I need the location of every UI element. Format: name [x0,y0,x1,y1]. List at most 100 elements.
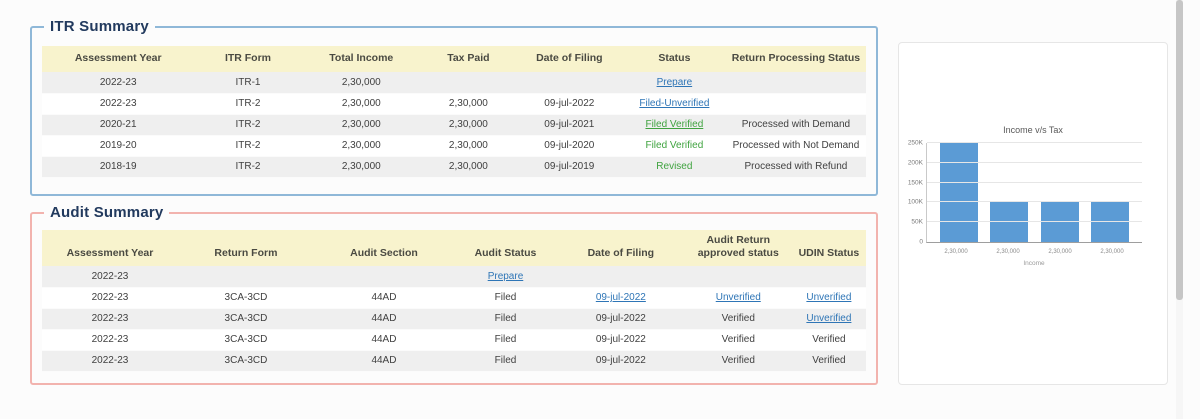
bar-chart-plot-area: 0 50K 100K 150K 200K 250K [908,140,1142,246]
x-axis-tick-label: 2,30,000 [944,249,968,255]
cell-text: 2022-23 [99,76,137,88]
header-row: Assessment Year ITR Form Total Income Tax P… [42,46,866,72]
cell-text: Filed [494,313,517,324]
cell-text: 44AD [371,292,397,303]
y-axis-tick-label: 150K [907,179,923,187]
cell-link[interactable]: Unverified [806,292,852,303]
x-axis-tick-labels: 2,30,000 2,30,000 2,30,000 2,30,000 [926,249,1142,255]
cell: 44AD [313,350,454,372]
scrollbar-track[interactable] [1176,0,1183,419]
cell-link[interactable]: Filed Verified [645,119,704,130]
cell: 09-jul-2022 [556,329,685,351]
income-vs-tax-chart-card: Income v/s Tax 0 50K 100K 150K 200K 250K 2,30… [898,42,1168,385]
cell-link[interactable]: Unverified [806,313,852,324]
cell: Filed-Unverified [622,93,726,115]
cell-text: 2022-23 [91,355,129,366]
scrollbar-thumb[interactable] [1176,0,1183,300]
cell-link[interactable]: Filed-Unverified [639,98,710,109]
cell: Processed with Not Demand [725,135,866,157]
cell [684,266,792,288]
cell-link[interactable]: Unverified [715,292,761,303]
column-header: UDIN Status [791,230,866,266]
cell-text: 2020-21 [99,119,137,130]
cell: 2022-23 [42,350,178,372]
cell-text: ITR-2 [235,98,261,109]
cell: Filed Verified [622,135,726,157]
cell: 44AD [313,308,454,330]
audit-summary-table: Assessment Year Return Form Audit Section A… [42,230,866,372]
cell [515,72,623,94]
cell: 3CA-3CD [177,329,314,351]
gridline [927,201,1142,203]
column-header: Tax Paid [421,46,516,72]
cell: Filed [453,287,557,309]
cell: 2019-20 [42,135,195,157]
cell-text: 3CA-3CD [224,292,268,303]
bar-series [927,143,1142,242]
cell-text: 2,30,000 [341,76,381,88]
cell [556,266,685,288]
cell: 3CA-3CD [177,287,314,309]
cell: 2,30,000 [301,72,422,94]
cell: 09-jul-2019 [515,156,623,178]
cell: 09-jul-2021 [515,114,623,136]
cell-text: Filed [494,292,517,303]
audit-summary-title: Audit Summary [50,204,164,221]
cell: 44AD [313,287,454,309]
y-axis-tick-label: 50K [911,218,923,226]
column-header: Date of Filing [556,230,685,266]
cell: 2,30,000 [301,114,422,136]
gridline [927,142,1142,143]
cell: 2022-23 [42,93,195,115]
table-row: 2022-23 3CA-3CD 44AD Filed 09-jul-2022 Unveri… [42,287,866,309]
column-header: Total Income [301,46,422,72]
cell-text: 2,30,000 [341,140,381,151]
table-row: 2022-23 Prepare [42,266,866,288]
cell: Prepare [622,72,726,94]
cell: 44AD [313,329,454,351]
cell [313,266,454,288]
cell [177,266,314,288]
cell: 09-jul-2020 [515,135,623,157]
y-axis-tick-label: 0 [919,238,923,246]
cell-text: 2019-20 [99,140,137,151]
column-header: Date of Filing [515,46,623,72]
header-row: Assessment Year Return Form Audit Section A… [42,230,866,266]
column-header: Status [622,46,726,72]
column-header: ITR Form [194,46,302,72]
cell: 2,30,000 [421,156,516,178]
cell-link[interactable]: Prepare [487,270,524,282]
x-axis-tick-label: 2,30,000 [996,249,1020,255]
cell-link[interactable]: Prepare [656,76,693,88]
cell: Unverified [791,287,866,309]
cell-text: 44AD [371,313,397,324]
cell-text: 3CA-3CD [224,355,268,366]
cell: 2022-23 [42,72,195,94]
cell: 3CA-3CD [177,308,314,330]
y-axis-tick-label: 200K [907,159,923,167]
cell-text: 09-jul-2022 [544,98,595,109]
chart-title: Income v/s Tax [1003,125,1063,135]
cell-link[interactable]: 09-jul-2022 [595,292,646,303]
bar [990,202,1029,242]
table-row: 2022-23 3CA-3CD 44AD Filed 09-jul-2022 Verifi… [42,308,866,330]
cell-text: Processed with Demand [741,119,851,130]
column-header: Audit Status [453,230,557,266]
cell [725,93,866,115]
cell: Filed [453,350,557,372]
cell: 2,30,000 [301,156,422,178]
cell-text: ITR-1 [235,76,261,88]
bar [1091,202,1130,242]
table-row: 2022-23 ITR-1 2,30,000 Prepare [42,72,866,94]
cell-text: Filed [494,355,517,366]
cell: Filed [453,308,557,330]
y-axis-tick-label: 100K [907,198,923,206]
cell: Filed [453,329,557,351]
cell-text: Verified [812,334,846,345]
cell-text: 2022-23 [91,334,129,345]
bar [1040,202,1079,242]
cell-text: 2,30,000 [448,98,488,109]
cell-text: 2018-19 [99,161,137,172]
y-axis-tick-label: 250K [907,139,923,147]
cell-text: 2,30,000 [341,119,381,130]
